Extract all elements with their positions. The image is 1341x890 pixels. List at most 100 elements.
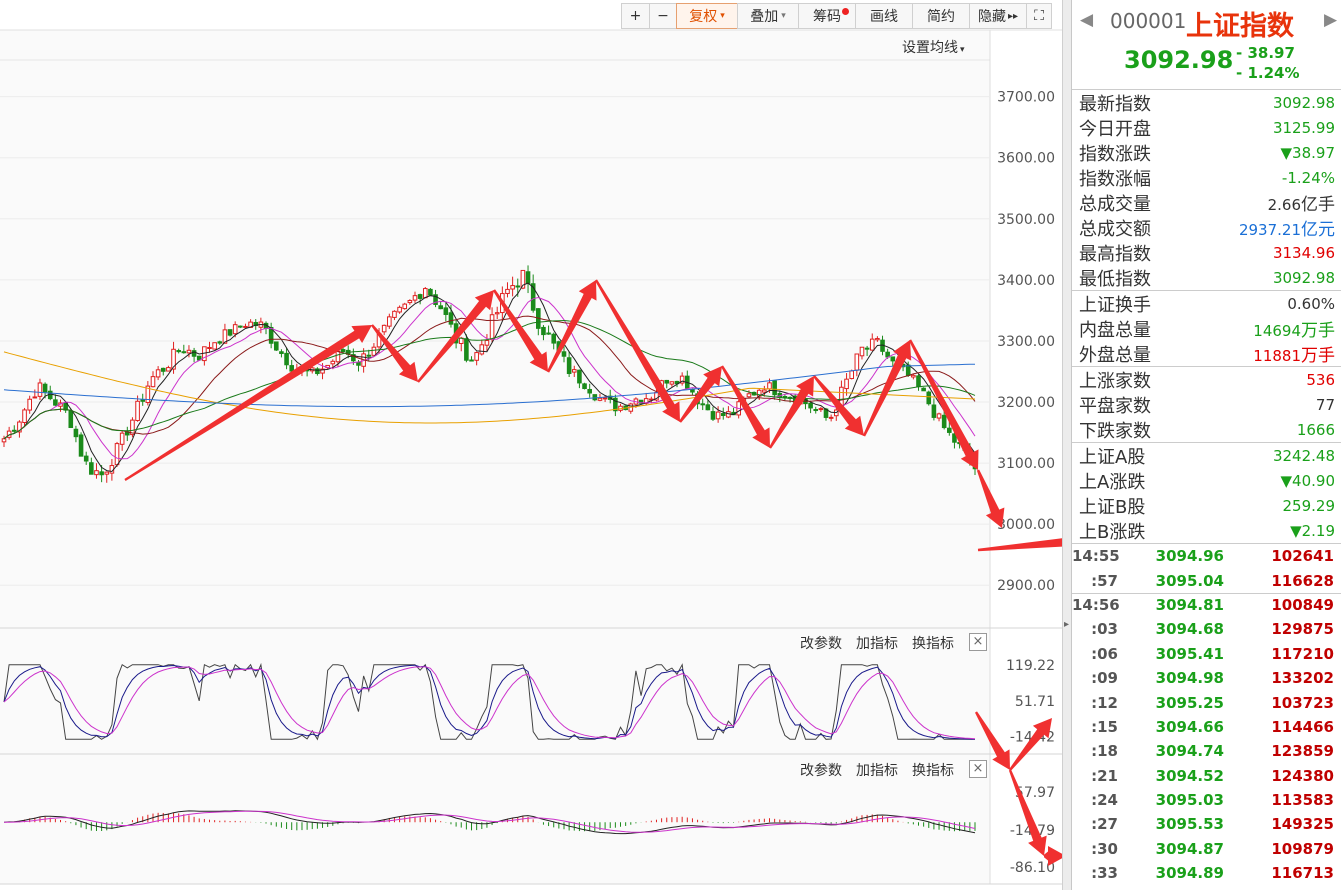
quote-group: 上证换手 0.60% 内盘总量 14694万手 外盘总量 11881万手 bbox=[1072, 291, 1341, 367]
tick-time: :06 bbox=[1091, 644, 1118, 663]
sub1-change-params[interactable]: 改参数 bbox=[800, 636, 842, 652]
ma-settings-button[interactable]: 设置均线 ▾ bbox=[902, 37, 965, 57]
candle-body bbox=[515, 285, 521, 288]
candle-body bbox=[207, 346, 212, 349]
diejia-dropdown[interactable]: 叠加 ▾ bbox=[737, 3, 799, 29]
candle-body bbox=[767, 382, 772, 390]
candle-body bbox=[484, 340, 490, 346]
tick-time: :24 bbox=[1091, 791, 1118, 810]
yincang-button[interactable]: 隐藏 ▸▸ bbox=[969, 3, 1027, 29]
quote-number: 536 bbox=[1306, 370, 1335, 389]
quote-number: 3242.48 bbox=[1272, 446, 1335, 465]
candle-body bbox=[854, 353, 860, 371]
zoom-out-button[interactable]: − bbox=[649, 3, 677, 29]
tick-time: :12 bbox=[1091, 693, 1118, 712]
quote-table: 最新指数 3092.98 今日开盘 3125.99 指数涨跌 ▼38.97 指数涨幅 -1.2… bbox=[1072, 90, 1341, 544]
sub1-switch-indicator[interactable]: 换指标 bbox=[912, 636, 954, 652]
fullscreen-button[interactable]: ⛶ bbox=[1026, 3, 1052, 29]
tick-price: 3094.52 bbox=[1155, 766, 1224, 785]
quote-value: 1666 bbox=[1297, 421, 1335, 439]
candle-body bbox=[921, 387, 926, 392]
candle-body bbox=[279, 351, 284, 354]
candle-body bbox=[284, 352, 289, 366]
chouma-label: 筹码 bbox=[813, 9, 841, 25]
panel-splitter[interactable]: ▸ bbox=[1062, 0, 1071, 890]
quote-number: 11881 bbox=[1253, 347, 1301, 365]
candle-body bbox=[864, 347, 870, 350]
chart-area[interactable]: 3700.00 3600.00 3500.00 3400.00 3300.00 3200.… bbox=[0, 0, 1062, 890]
quote-label: 最高指数 bbox=[1079, 243, 1151, 265]
diejia-label: 叠加 bbox=[750, 9, 779, 25]
quote-unit: 万手 bbox=[1301, 321, 1335, 341]
main-plot-bg bbox=[0, 30, 990, 628]
quote-value: 3134.96 bbox=[1273, 244, 1335, 262]
tick-time: 14:56 bbox=[1072, 596, 1120, 615]
sub1-k-line bbox=[3, 664, 976, 740]
red-arrow-annotation bbox=[1009, 718, 1052, 771]
tick-time: :15 bbox=[1091, 717, 1118, 736]
candle-body bbox=[32, 396, 38, 399]
ma120-line bbox=[3, 363, 976, 408]
red-arrow-annotation bbox=[721, 365, 770, 448]
stock-code: 000001 bbox=[1110, 9, 1187, 33]
sub2-add-indicator[interactable]: 加指标 bbox=[856, 763, 898, 779]
y-tick-label: 2900.00 bbox=[997, 578, 1055, 594]
caret-down-icon: ▾ bbox=[781, 11, 786, 21]
candle-body bbox=[710, 411, 716, 420]
ma20-line bbox=[3, 315, 976, 440]
tick-row: :09 3094.98 133202 bbox=[1072, 666, 1341, 690]
quote-label: 今日开盘 bbox=[1079, 118, 1151, 140]
chouma-button[interactable]: 筹码 bbox=[798, 3, 856, 29]
tick-list: 14:55 3094.96 102641:57 3095.04 116628 14:56 3… bbox=[1072, 544, 1341, 885]
tick-volume: 113583 bbox=[1271, 791, 1334, 810]
collapse-icon: ▸ bbox=[1064, 619, 1070, 630]
sub1-d-line bbox=[3, 666, 976, 740]
huaxian-button[interactable]: 画线 bbox=[855, 3, 913, 29]
quote-row: 上涨家数 536 bbox=[1072, 367, 1341, 392]
sub2-change-params[interactable]: 改参数 bbox=[800, 763, 842, 779]
zoom-in-button[interactable]: + bbox=[621, 3, 650, 29]
quote-panel: ◀ 000001 上证指数 ▶ 3092.98 - 38.97 - 1.24% … bbox=[1071, 0, 1341, 890]
fuquan-dropdown[interactable]: 复权 ▾ bbox=[676, 3, 738, 29]
sub1-add-indicator[interactable]: 加指标 bbox=[856, 636, 898, 652]
tick-time: :09 bbox=[1091, 669, 1118, 688]
sub1-close-icon[interactable]: × bbox=[969, 633, 987, 651]
candle-body bbox=[875, 338, 880, 341]
quote-row: 上A涨跌 ▼40.90 bbox=[1072, 468, 1341, 493]
stock-header: ◀ 000001 上证指数 ▶ 3092.98 - 38.97 - 1.24% bbox=[1072, 0, 1341, 90]
candle-body bbox=[186, 349, 192, 354]
quote-number: 2.66 bbox=[1267, 196, 1301, 214]
red-arrow-annotation bbox=[493, 289, 548, 372]
quote-group: 上涨家数 536 平盘家数 77 下跌家数 1666 bbox=[1072, 367, 1341, 443]
candle-body bbox=[78, 434, 84, 457]
candle-body bbox=[140, 399, 146, 402]
candle-body bbox=[520, 269, 526, 289]
tick-row: :18 3094.74 123859 bbox=[1072, 739, 1341, 763]
tick-time: :18 bbox=[1091, 742, 1118, 761]
quote-row: 总成交量 2.66亿手 bbox=[1072, 190, 1341, 216]
candle-body bbox=[42, 383, 48, 393]
candle-body bbox=[99, 471, 104, 476]
next-stock-icon[interactable]: ▶ bbox=[1324, 10, 1338, 30]
quote-value: 536 bbox=[1306, 371, 1335, 389]
tick-time: :21 bbox=[1091, 766, 1118, 785]
candle-body bbox=[63, 402, 68, 411]
quote-value: 3092.98 bbox=[1273, 94, 1335, 112]
candle-body bbox=[356, 361, 361, 366]
jianyue-button[interactable]: 简约 bbox=[912, 3, 970, 29]
candle-body bbox=[433, 294, 438, 305]
sub2-close-icon[interactable]: × bbox=[969, 760, 987, 778]
candle-body bbox=[546, 332, 551, 335]
change-percent: - 1.24% bbox=[1236, 64, 1300, 82]
candle-body bbox=[135, 400, 140, 421]
prev-stock-icon[interactable]: ◀ bbox=[1080, 10, 1094, 30]
tick-row: 14:56 3094.81 100849 bbox=[1072, 592, 1341, 617]
candle-body bbox=[808, 402, 813, 409]
quote-row: 上证A股 3242.48 bbox=[1072, 443, 1341, 468]
quote-row: 最低指数 3092.98 bbox=[1072, 265, 1341, 290]
sub2-switch-indicator[interactable]: 换指标 bbox=[912, 763, 954, 779]
tick-volume: 116713 bbox=[1271, 864, 1334, 883]
tick-row: :12 3095.25 103723 bbox=[1072, 690, 1341, 714]
candle-body bbox=[859, 346, 865, 357]
candle-body bbox=[941, 414, 947, 429]
